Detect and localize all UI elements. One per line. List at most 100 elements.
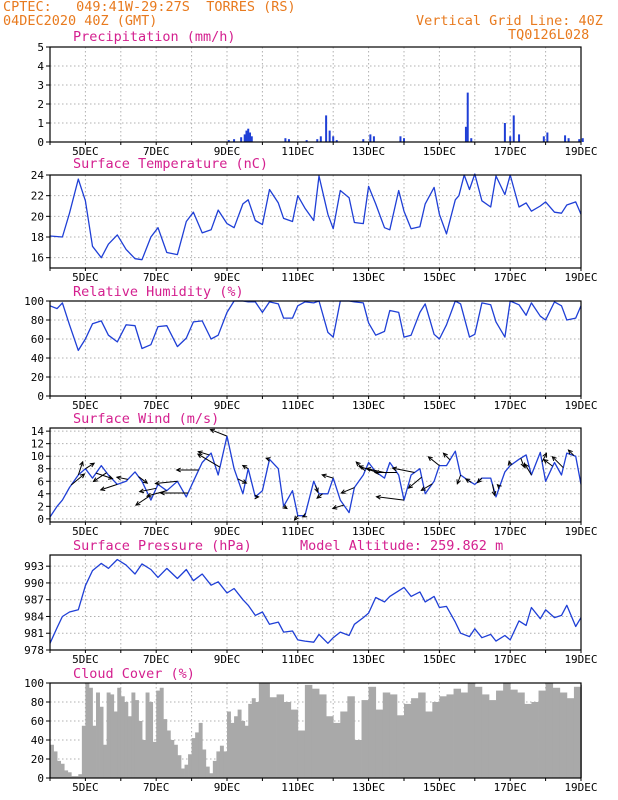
precip-bar xyxy=(470,138,473,142)
wind-arrow-head xyxy=(464,478,471,484)
cloud-bar xyxy=(481,694,490,778)
x-tick-label: 17DEC xyxy=(494,145,527,158)
y-tick-label: 8 xyxy=(37,463,44,476)
wind-arrow-shaft xyxy=(492,484,496,496)
cloud-bar xyxy=(99,706,104,778)
y-tick-label: 5 xyxy=(37,41,44,54)
wind-arrow-head xyxy=(92,477,98,483)
cloud-bar xyxy=(50,744,54,778)
wind-arrow-shaft xyxy=(95,472,113,480)
cloud-bar xyxy=(304,684,313,778)
y-tick-label: 3 xyxy=(37,79,44,92)
wind-arrow-shaft xyxy=(332,504,344,509)
cloud-bar xyxy=(131,692,136,778)
cloud-bar xyxy=(404,703,412,778)
precip-bar xyxy=(328,130,331,142)
x-tick-label: 7DEC xyxy=(143,781,170,794)
y-tick-label: 990 xyxy=(24,577,44,590)
wind-arrow-shaft xyxy=(85,462,95,470)
precip-bar xyxy=(399,136,402,142)
cloud-bar xyxy=(524,703,532,778)
cloud-bar xyxy=(237,709,242,778)
wind-arrow-shaft xyxy=(541,453,547,463)
cloud-bar xyxy=(368,686,377,778)
y-tick-label: 12 xyxy=(31,438,44,451)
cloud-bar xyxy=(460,692,469,778)
cloud-bar xyxy=(159,687,164,778)
cloud-bar xyxy=(113,711,118,778)
cloud-bar xyxy=(517,692,525,778)
y-tick-label: 984 xyxy=(24,610,44,623)
x-tick-label: 7DEC xyxy=(143,653,170,666)
wind-arrow-shaft xyxy=(93,472,107,482)
cloud-bar xyxy=(311,688,320,778)
cloud-bar xyxy=(234,716,239,778)
wind-arrow-head xyxy=(340,489,346,494)
cloud-bar xyxy=(439,696,447,778)
wind-arrow-shaft xyxy=(408,476,423,489)
cloud-bar xyxy=(418,692,426,778)
y-tick-label: 10 xyxy=(31,450,44,463)
panel-cloud-cover: 0 20 40 60 80 100 5DEC 7DEC 9DEC 11DEC 13DEC 15DEC 1… xyxy=(24,666,597,794)
x-tick-label: 13DEC xyxy=(352,271,385,284)
precip-bar xyxy=(319,136,322,142)
y-tick-label: 981 xyxy=(24,627,44,640)
wind-arrow-head xyxy=(542,452,547,458)
precip-bar xyxy=(578,139,581,142)
wind-arrow-head xyxy=(355,461,361,467)
precip-bar xyxy=(581,138,584,142)
cloud-bar xyxy=(503,683,511,778)
wind-arrow-shaft xyxy=(322,474,334,479)
model-altitude: Model Altitude: 259.862 m xyxy=(300,538,503,554)
precip-bar xyxy=(564,135,567,142)
wind-arrow-head xyxy=(507,460,513,466)
cloud-bar xyxy=(538,690,546,778)
y-tick-label: 0 xyxy=(37,513,44,526)
x-tick-label: 19DEC xyxy=(564,271,597,284)
cloud-bar xyxy=(488,700,497,778)
cloud-bar xyxy=(276,694,285,778)
station-header: CPTEC: 049:41W-29:27S TORRES (RS) xyxy=(3,0,296,15)
precip-bar xyxy=(464,126,467,142)
x-tick-label: 15DEC xyxy=(423,781,456,794)
cloud-bar xyxy=(127,716,132,778)
x-tick-label: 11DEC xyxy=(281,399,314,412)
x-tick-label: 13DEC xyxy=(352,145,385,158)
x-tick-label: 7DEC xyxy=(143,145,170,158)
wind-arrow-head xyxy=(301,512,308,518)
precip-bar xyxy=(325,115,328,142)
cloud-bar xyxy=(425,711,433,778)
precip-bar xyxy=(335,140,338,142)
wind-arrow-shaft xyxy=(376,496,405,501)
cloud-bar xyxy=(67,772,72,778)
wind-arrow-shaft xyxy=(456,474,462,484)
wind-arrow-shaft xyxy=(316,493,323,499)
y-tick-label: 18 xyxy=(31,231,44,244)
x-tick-label: 17DEC xyxy=(494,271,527,284)
x-tick-label: 15DEC xyxy=(423,399,456,412)
cloud-bar xyxy=(474,686,483,778)
wind-arrow-shaft xyxy=(77,461,84,476)
y-tick-label: 2 xyxy=(37,500,44,513)
cloud-bar xyxy=(223,751,228,778)
cloud-bar xyxy=(152,741,157,778)
cloud-bar xyxy=(92,725,97,778)
cloud-bar xyxy=(510,689,518,778)
precip-bar xyxy=(542,136,545,142)
wind-arrow-head xyxy=(407,483,413,489)
cloud-bar xyxy=(531,702,539,778)
cloud-bar xyxy=(227,711,231,778)
wind-arrow-head xyxy=(159,490,165,496)
cloud-bar xyxy=(375,709,384,778)
wind-arrow-shaft xyxy=(155,480,178,484)
y-tick-label: 100 xyxy=(24,295,44,308)
wind-arrow-head xyxy=(197,450,203,456)
cloud-bar xyxy=(177,755,182,778)
wind-arrow-head xyxy=(241,479,248,484)
precip-bar xyxy=(546,132,549,142)
wind-arrow-shaft xyxy=(100,483,118,491)
pressure-title: Surface Pressure (hPa) xyxy=(73,538,252,554)
cloud-bar xyxy=(60,763,65,778)
cloud-bar xyxy=(251,698,256,778)
